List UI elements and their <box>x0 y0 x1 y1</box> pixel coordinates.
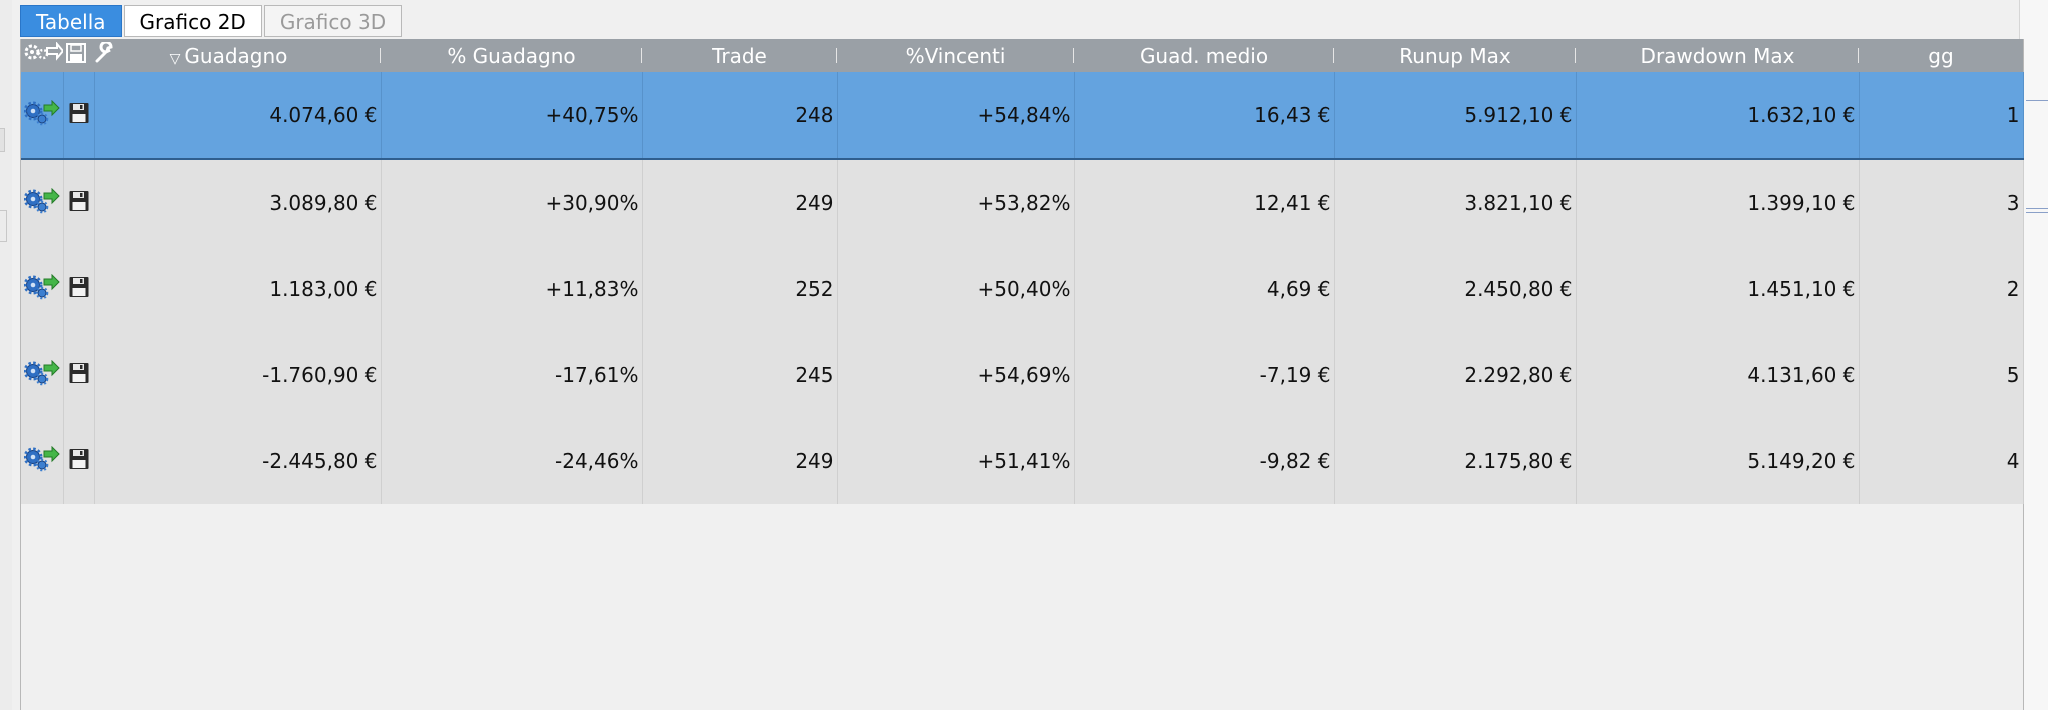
cell-pct-guadagno: -17,61% <box>381 332 643 418</box>
gears-arrow-icon[interactable] <box>23 273 60 305</box>
run-cell <box>21 159 64 246</box>
save-icon[interactable] <box>65 42 87 69</box>
save-icon[interactable] <box>68 361 90 390</box>
cell-runup-max: 2.175,80 € <box>1334 418 1577 504</box>
column-header-trade[interactable]: Trade <box>642 39 837 72</box>
table-row[interactable]: 1.183,00 € +11,83% 252 +50,40% 4,69 €2.450,8… <box>21 246 2024 332</box>
cell-trade: 245 <box>642 332 838 418</box>
run-cell <box>21 418 64 504</box>
gears-arrow-icon[interactable] <box>23 187 60 219</box>
table-row[interactable]: -2.445,80 € -24,46% 249 +51,41% -9,82 €2.175… <box>21 418 2024 504</box>
wrench-icon[interactable] <box>94 40 116 69</box>
cell-guad-medio: 4,69 € <box>1074 246 1335 332</box>
run-cell <box>21 72 64 159</box>
cell-gg: 4 <box>1859 418 2024 504</box>
cell-runup-max: 5.912,10 € <box>1334 72 1577 159</box>
table-row[interactable]: -1.760,90 € -17,61% 245 +54,69% -7,19 €2.292… <box>21 332 2024 418</box>
header-wrench: ▽ Guadagno <box>94 39 381 72</box>
cell-trade: 249 <box>642 418 838 504</box>
background-line <box>2026 100 2048 101</box>
sort-descending-icon: ▽ <box>169 50 181 67</box>
cell-guad-medio: -9,82 € <box>1074 418 1335 504</box>
cell-guadagno: 1.183,00 € <box>94 246 382 332</box>
background-window-edge <box>0 0 12 710</box>
tab-grafico-2d[interactable]: Grafico 2D <box>123 5 262 37</box>
cell-pct-vincenti: +54,69% <box>837 332 1075 418</box>
run-cell <box>21 246 64 332</box>
column-label: Guadagno <box>184 43 288 68</box>
table-header-row: ▽ Guadagno % Guadagno Trade %Vincenti Gua… <box>21 39 2023 72</box>
save-icon[interactable] <box>68 275 90 304</box>
column-header-pct-vincenti[interactable]: %Vincenti <box>837 39 1074 72</box>
column-header-guad-medio[interactable]: Guad. medio <box>1074 39 1334 72</box>
cell-gg: 1 <box>1859 72 2024 159</box>
cell-drawdown-max: 1.632,10 € <box>1576 72 1860 159</box>
cell-guadagno: -2.445,80 € <box>94 418 382 504</box>
gears-arrow-icon[interactable] <box>23 359 60 391</box>
cell-guad-medio: -7,19 € <box>1074 332 1335 418</box>
save-icon[interactable] <box>68 447 90 476</box>
cell-pct-vincenti: +50,40% <box>837 246 1075 332</box>
cell-pct-guadagno: +30,90% <box>381 159 643 246</box>
gears-arrow-icon[interactable] <box>23 99 60 131</box>
cell-pct-vincenti: +54,84% <box>837 72 1075 159</box>
save-icon[interactable] <box>68 189 90 218</box>
save-cell <box>63 418 95 504</box>
cell-guadagno: -1.760,90 € <box>94 332 382 418</box>
background-line <box>2026 212 2048 213</box>
column-header-pct-guadagno[interactable]: % Guadagno <box>381 39 642 72</box>
cell-drawdown-max: 1.399,10 € <box>1576 159 1860 246</box>
background-control <box>0 210 7 242</box>
cell-pct-guadagno: +40,75% <box>381 72 643 159</box>
view-tabs: Tabella Grafico 2D Grafico 3D <box>20 5 404 39</box>
cell-pct-vincenti: +51,41% <box>837 418 1075 504</box>
column-header-drawdown-max[interactable]: Drawdown Max <box>1576 39 1859 72</box>
column-header-guadagno[interactable]: ▽ Guadagno <box>116 44 381 68</box>
run-cell <box>21 332 64 418</box>
cell-guadagno: 3.089,80 € <box>94 159 382 246</box>
cell-trade: 249 <box>642 159 838 246</box>
save-icon[interactable] <box>68 101 90 130</box>
gears-arrow-icon[interactable] <box>23 445 60 477</box>
table-row[interactable]: 3.089,80 € +30,90% 249 +53,82% 12,41 €3.821,… <box>21 159 2024 246</box>
column-header-runup-max[interactable]: Runup Max <box>1334 39 1576 72</box>
tab-grafico-3d: Grafico 3D <box>263 5 403 37</box>
header-icons <box>21 39 94 72</box>
save-cell <box>63 72 95 159</box>
cell-gg: 5 <box>1859 332 2024 418</box>
cell-gg: 3 <box>1859 159 2024 246</box>
cell-pct-guadagno: +11,83% <box>381 246 643 332</box>
results-table: ▽ Guadagno % Guadagno Trade %Vincenti Gua… <box>21 39 2024 504</box>
cell-guad-medio: 16,43 € <box>1074 72 1335 159</box>
table-row[interactable]: 4.074,60 € +40,75% 248 +54,84% 16,43 €5.912,… <box>21 72 2024 159</box>
cell-runup-max: 3.821,10 € <box>1334 159 1577 246</box>
background-control <box>0 128 5 152</box>
cell-runup-max: 2.292,80 € <box>1334 332 1577 418</box>
gears-arrow-icon[interactable] <box>23 41 65 69</box>
cell-drawdown-max: 4.131,60 € <box>1576 332 1860 418</box>
cell-trade: 252 <box>642 246 838 332</box>
tab-tabella[interactable]: Tabella <box>20 5 122 37</box>
save-cell <box>63 246 95 332</box>
column-header-gg[interactable]: gg <box>1859 39 2023 72</box>
cell-drawdown-max: 1.451,10 € <box>1576 246 1860 332</box>
cell-gg: 2 <box>1859 246 2024 332</box>
cell-pct-vincenti: +53,82% <box>837 159 1075 246</box>
cell-drawdown-max: 5.149,20 € <box>1576 418 1860 504</box>
cell-guadagno: 4.074,60 € <box>94 72 382 159</box>
background-line <box>2026 208 2048 209</box>
cell-pct-guadagno: -24,46% <box>381 418 643 504</box>
save-cell <box>63 332 95 418</box>
cell-runup-max: 2.450,80 € <box>1334 246 1577 332</box>
save-cell <box>63 159 95 246</box>
results-table-container: ▽ Guadagno % Guadagno Trade %Vincenti Gua… <box>20 39 2024 710</box>
cell-guad-medio: 12,41 € <box>1074 159 1335 246</box>
cell-trade: 248 <box>642 72 838 159</box>
